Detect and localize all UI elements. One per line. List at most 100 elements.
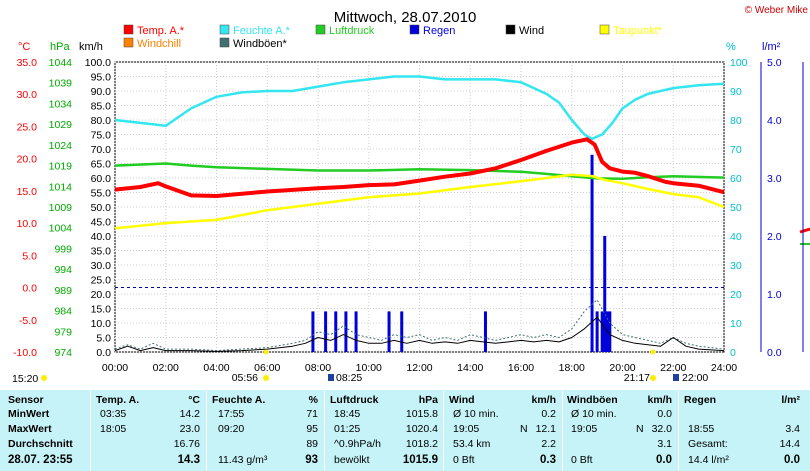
- x-tick-label: 16:00: [508, 362, 534, 374]
- temp-unit-label: °C: [18, 41, 30, 53]
- gust-direction: N: [636, 423, 644, 435]
- legend-swatch: [219, 24, 230, 35]
- col-sep: [206, 390, 207, 471]
- header-sensor: Sensor: [8, 394, 44, 406]
- hum-time: 11.43 g/m³: [218, 454, 268, 466]
- legend-swatch: [505, 24, 516, 35]
- row-label: 28.07. 23:55: [8, 454, 73, 466]
- sun-event-time: 05:56: [232, 372, 258, 384]
- x-tick-label: 14:00: [457, 362, 483, 374]
- header-press-unit: hPa: [418, 394, 438, 406]
- edge-red-mark: [799, 227, 810, 234]
- legend-label: Windböen*: [233, 38, 288, 50]
- temp-tick-label: 10.0: [17, 218, 38, 230]
- press-tick-label: 999: [54, 243, 72, 255]
- press-tick-label: 1039: [49, 78, 73, 90]
- wind-tick-label: 95.0: [91, 72, 112, 84]
- wind-tick-label: 25.0: [91, 275, 112, 287]
- legend-label: Wind: [519, 25, 544, 37]
- gust-time: 0 Bft: [571, 454, 593, 466]
- wind-tick-label: 0.0: [96, 347, 111, 359]
- press-tick-label: 1034: [49, 98, 73, 110]
- hum-unit-label: %: [726, 41, 736, 53]
- wind-tick-label: 90.0: [91, 86, 112, 98]
- wind-value: 0.3: [540, 454, 556, 466]
- wind-time: 0 Bft: [453, 454, 475, 466]
- temp-tick-label: 30.0: [17, 89, 38, 101]
- hum-value: 95: [306, 423, 318, 435]
- series-line-tempa: [114, 137, 725, 198]
- rain-bar: [483, 311, 487, 352]
- press-time: ^0.9hPa/h: [334, 438, 381, 450]
- rain-time: Gesamt:: [688, 438, 728, 450]
- copyright-text: © Weber Mike: [745, 5, 809, 16]
- hum-time: 17:55: [218, 408, 245, 420]
- gust-value: 32.0: [651, 423, 672, 435]
- press-tick-label: 1019: [49, 161, 73, 173]
- sun-markers: 15:20 05:56 08:25 21:17 22:00: [12, 349, 708, 385]
- legend-label: Luftdruck: [329, 25, 375, 37]
- axis-ticks: 35.0 30.0 25.0 20.0 15.0 10.0 5.0 0.0 -5.0 -10.0 1…: [13, 57, 782, 374]
- x-tick-label: 00:00: [102, 362, 128, 374]
- wind-value: 0.2: [541, 408, 556, 420]
- wind-tick-label: 30.0: [91, 260, 112, 272]
- sun-event-time: 15:20: [12, 373, 38, 385]
- x-tick-label: 04:00: [203, 362, 229, 374]
- press-tick-label: 1004: [49, 223, 73, 235]
- legend-label: Temp. A.*: [137, 25, 185, 37]
- gust-value: 0.0: [657, 408, 672, 420]
- press-time: 01:25: [334, 423, 361, 435]
- rain-time: 14.4 l/m²: [688, 454, 729, 466]
- wind-value: 2.2: [541, 438, 556, 450]
- legend: Temp. A.* Feuchte A.* Luftdruck Regen Wind Ta…: [123, 24, 663, 50]
- col-sep: [90, 390, 91, 471]
- temp-tick-label: 20.0: [17, 154, 38, 166]
- wind-tick-label: 10.0: [91, 318, 112, 330]
- series-line-taupunkt: [114, 173, 725, 230]
- wind-tick-label: 20.0: [91, 289, 112, 301]
- header-temp: Temp. A.: [96, 394, 140, 406]
- series-line-feuchtea: [114, 75, 725, 141]
- rain-bar: [400, 311, 404, 352]
- wind-time: 19:05: [453, 423, 480, 435]
- header-gust-unit: km/h: [647, 394, 672, 406]
- wind-tick-label: 45.0: [91, 217, 112, 229]
- header-gust: Windböen: [567, 394, 618, 406]
- wind-tick-label: 55.0: [91, 188, 112, 200]
- press-value: 1015.9: [402, 454, 438, 466]
- wind-tick-label: 65.0: [91, 159, 112, 171]
- sun-axis-marker: [263, 349, 269, 355]
- sun-icon: [650, 375, 656, 381]
- wind-tick-label: 75.0: [91, 130, 112, 142]
- moon-icon: [328, 374, 334, 381]
- rain-tick-label: 2.0: [767, 231, 782, 243]
- rain-unit-label: l/m²: [762, 41, 781, 53]
- hum-value: 71: [306, 408, 318, 420]
- x-tick-label: 24:00: [711, 362, 737, 374]
- sun-event-time: 08:25: [336, 372, 362, 384]
- wind-unit-label: km/h: [79, 41, 103, 53]
- x-tick-label: 22:00: [660, 362, 686, 374]
- col-sep: [443, 390, 444, 471]
- header-hum-unit: %: [308, 394, 318, 406]
- row-label: Durchschnitt: [8, 438, 73, 450]
- press-tick-label: 1024: [49, 140, 73, 152]
- header-wind: Wind: [449, 394, 475, 406]
- temp-tick-label: 0.0: [22, 283, 37, 295]
- wind-direction: N: [520, 423, 528, 435]
- rain-value: 14.4: [779, 438, 800, 450]
- press-unit-label: hPa: [50, 41, 70, 53]
- press-tick-label: 994: [54, 264, 72, 276]
- hum-tick-label: 20: [730, 289, 742, 301]
- legend-swatch: [123, 24, 134, 35]
- wind-tick-label: 70.0: [91, 144, 112, 156]
- rain-tick-label: 1.0: [767, 289, 782, 301]
- hum-tick-label: 80: [730, 115, 742, 127]
- rain-bar: [311, 311, 315, 352]
- hum-tick-label: 30: [730, 260, 742, 272]
- x-tick-label: 02:00: [153, 362, 179, 374]
- wind-tick-label: 80.0: [91, 115, 112, 127]
- gust-value: 0.0: [656, 454, 672, 466]
- rain-bar: [590, 154, 594, 352]
- legend-label: Regen: [423, 25, 455, 37]
